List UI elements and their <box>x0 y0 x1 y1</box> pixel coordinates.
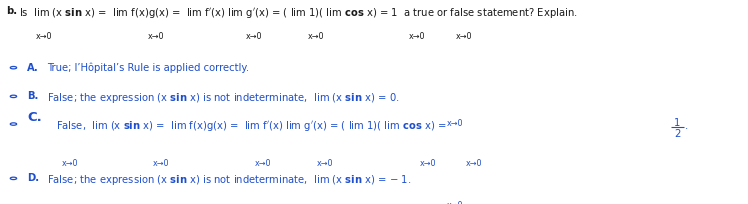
Text: B.: B. <box>27 91 38 101</box>
Text: False; the expression (x $\bf{sin}$ x) is not indeterminate,  lim (x $\bf{sin}$ : False; the expression (x $\bf{sin}$ x) i… <box>47 91 399 105</box>
Text: x→0: x→0 <box>153 158 169 167</box>
Text: False; the expression (x $\bf{sin}$ x) is not indeterminate,  lim (x $\bf{sin}$ : False; the expression (x $\bf{sin}$ x) i… <box>47 172 411 186</box>
Text: .: . <box>684 120 687 130</box>
Text: False,  lim (x $\bf{sin}$ x) =  lim f(x)g(x) =  lim f$'$(x) lim g$'$(x) = ( lim : False, lim (x $\bf{sin}$ x) = lim f(x)g(… <box>56 118 447 132</box>
Text: 2: 2 <box>674 129 681 139</box>
Text: b.: b. <box>6 6 17 16</box>
Text: x→0: x→0 <box>447 200 463 204</box>
Text: x→0: x→0 <box>420 158 436 167</box>
Text: Is  lim (x $\bf{sin}$ x) =  lim f(x)g(x) =  lim f$'$(x) lim g$'$(x) = ( lim 1)( : Is lim (x $\bf{sin}$ x) = lim f(x)g(x) =… <box>19 6 578 20</box>
Text: x→0: x→0 <box>317 158 334 167</box>
Text: x→0: x→0 <box>466 158 482 167</box>
Text: x→0: x→0 <box>148 32 165 41</box>
Text: x→0: x→0 <box>456 32 472 41</box>
Text: C.: C. <box>27 110 42 123</box>
Text: x→0: x→0 <box>447 118 463 127</box>
Text: x→0: x→0 <box>308 32 325 41</box>
Text: x→0: x→0 <box>254 158 271 167</box>
Text: x→0: x→0 <box>61 158 78 167</box>
Text: True; l’Hôpital’s Rule is applied correctly.: True; l’Hôpital’s Rule is applied correc… <box>47 62 249 73</box>
Text: 1: 1 <box>674 117 681 127</box>
Text: x→0: x→0 <box>36 32 52 41</box>
Text: x→0: x→0 <box>409 32 426 41</box>
Text: A.: A. <box>27 62 39 72</box>
Text: x→0: x→0 <box>245 32 262 41</box>
Text: D.: D. <box>27 172 39 182</box>
